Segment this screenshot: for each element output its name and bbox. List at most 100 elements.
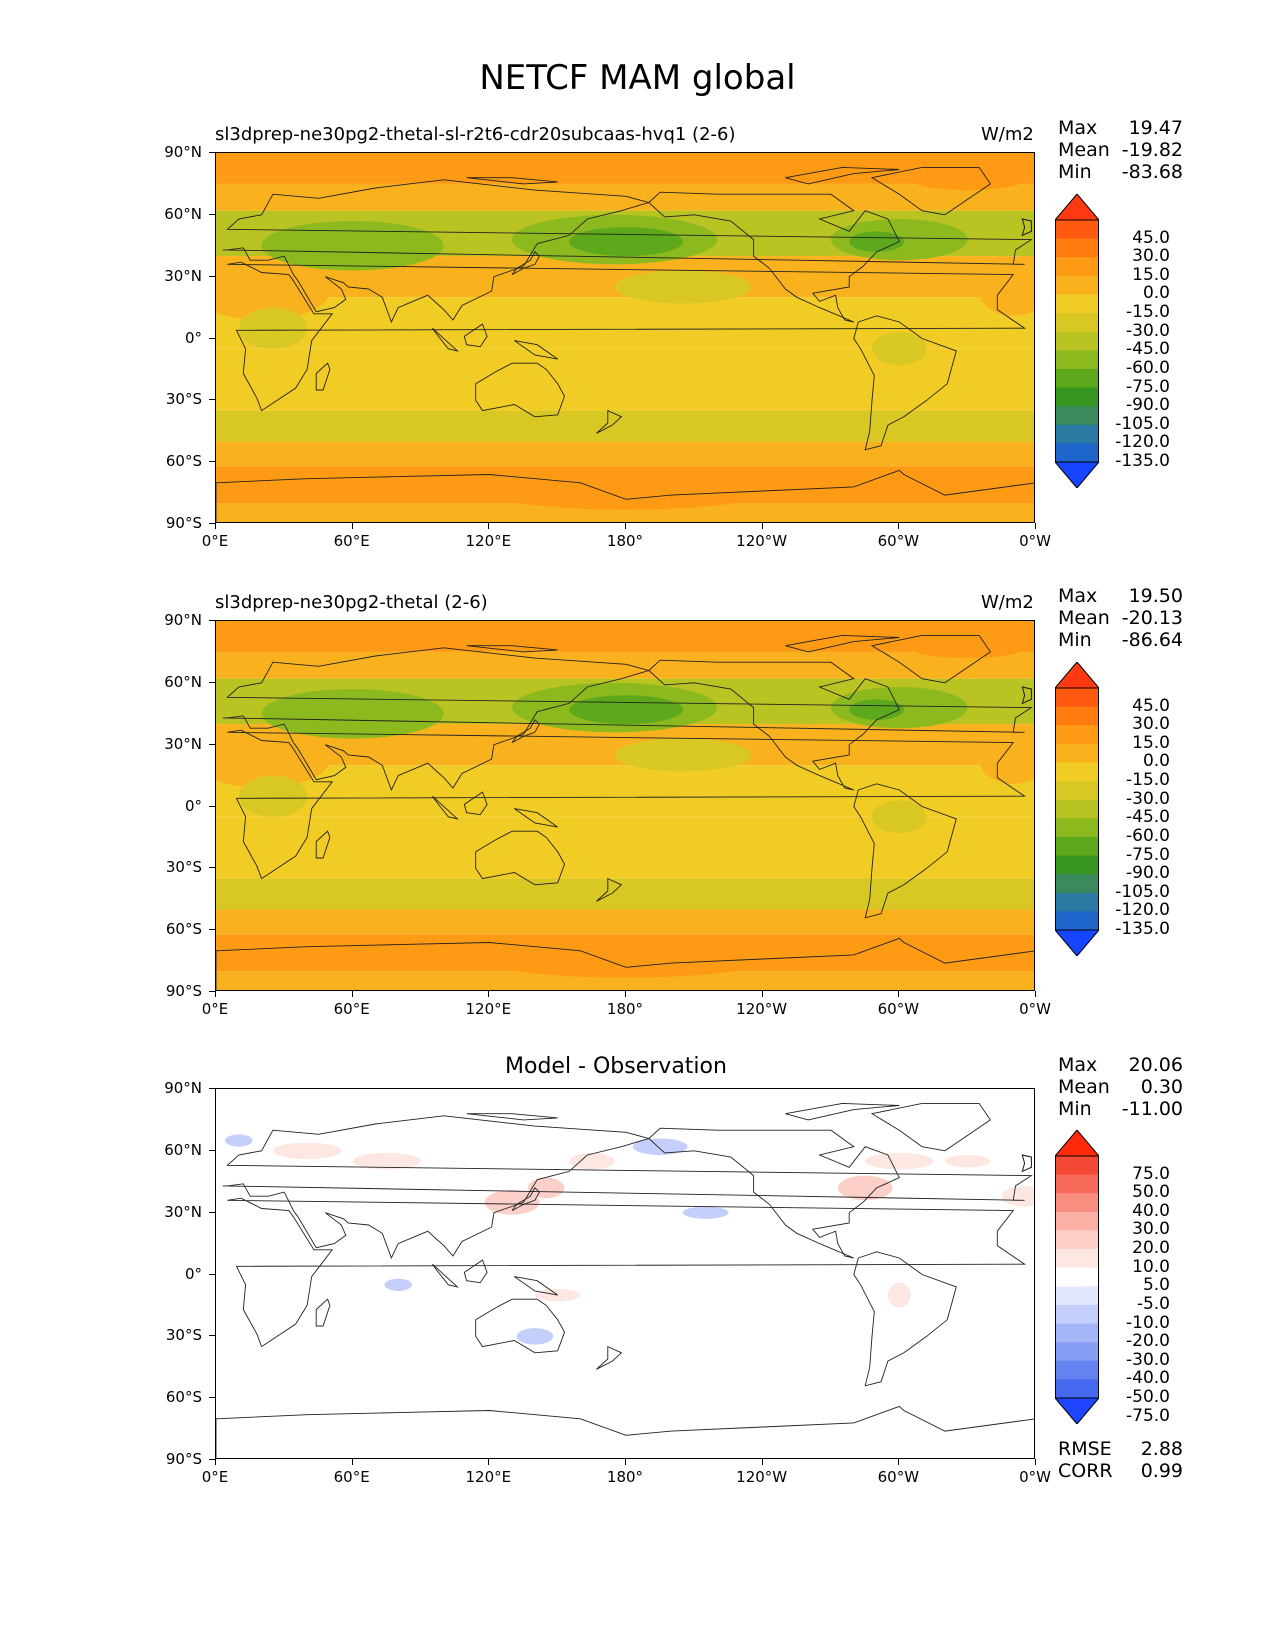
colorbar-label: 30.0 (1132, 246, 1170, 267)
coastline (463, 1259, 488, 1284)
colorbar-label: -50.0 (1126, 1387, 1170, 1407)
colorbar-swatch (1055, 443, 1099, 463)
colorbar-label: -105.0 (1115, 413, 1170, 434)
coastline (785, 166, 900, 185)
x-tick-label: 0°E (201, 532, 229, 550)
x-tick-mark (1035, 1459, 1036, 1465)
colorbar-label: -75.0 (1126, 376, 1170, 397)
colorbar-swatch (1055, 406, 1099, 426)
y-tick-mark (209, 1335, 215, 1337)
colorbar-extend-top (1053, 1129, 1101, 1157)
colorbar-label: -15.0 (1126, 302, 1170, 323)
x-tick-label: 120°E (465, 1000, 512, 1018)
y-tick-label: 30°S (165, 390, 202, 409)
coastline (511, 251, 540, 275)
y-tick-mark (209, 399, 215, 401)
stat-max: Max 19.47 (1058, 117, 1183, 139)
x-tick-label: 120°W (736, 1468, 788, 1486)
y-tick-label: 60°S (165, 452, 202, 471)
colorbar-label: -45.0 (1126, 339, 1170, 360)
panel-1-units: W/m2 (981, 124, 1034, 145)
anomaly-region (865, 1152, 934, 1170)
subtropical-pacific (614, 270, 752, 304)
arctic (899, 157, 1034, 191)
coastline (315, 362, 331, 391)
colorbar-extend-top (1053, 193, 1101, 221)
colorbar-swatch (1055, 294, 1099, 314)
y-tick-label: 60°S (165, 920, 202, 939)
coastline (475, 362, 565, 418)
stat-mean: Mean 0.30 (1058, 1076, 1183, 1098)
colorbar-swatch (1055, 313, 1099, 333)
southern-ocean (284, 420, 604, 442)
colorbar-label: 45.0 (1132, 227, 1170, 248)
coastline (222, 179, 1033, 324)
colorbar-frame (1055, 687, 1099, 931)
coastline (511, 1187, 540, 1211)
metric-rmse: RMSE 2.88 (1058, 1438, 1183, 1460)
y-tick-mark (209, 681, 215, 683)
colorbar-label: -90.0 (1126, 863, 1170, 884)
colorbar-swatch (1055, 238, 1099, 258)
southern-ocean (284, 888, 604, 910)
coastline (475, 830, 565, 886)
colorbar-label: -15.0 (1126, 770, 1170, 791)
coastline (463, 791, 488, 816)
colorbar-label: 15.0 (1132, 732, 1170, 753)
y-tick-mark (209, 867, 215, 869)
colorbar-swatch (1055, 818, 1099, 838)
y-tick-mark (209, 213, 215, 215)
colorbar-label: 30.0 (1132, 714, 1170, 735)
anomaly-region (944, 1154, 991, 1168)
subtropical-pacific (614, 738, 752, 772)
coastline (853, 315, 957, 451)
y-tick-mark (209, 1397, 215, 1399)
colorbar-label: 75.0 (1132, 1163, 1170, 1184)
colorbar-label: 0.0 (1142, 751, 1170, 772)
coastline (222, 1115, 1033, 1260)
colorbar-extend-bottom (1053, 1397, 1101, 1425)
colorbar-swatch (1055, 725, 1099, 745)
y-tick-mark (209, 620, 215, 621)
y-tick-mark (209, 929, 215, 931)
x-tick-mark (1035, 991, 1036, 997)
coastline (432, 1263, 459, 1288)
coastline (785, 634, 900, 653)
north-atlantic-core (849, 231, 904, 252)
y-tick-label: 30°N (164, 266, 202, 285)
sahara-region (979, 266, 1034, 316)
coastline (870, 634, 992, 684)
colorbar-swatch (1055, 911, 1099, 931)
coastline (870, 166, 992, 216)
anomaly-region (1001, 1185, 1034, 1207)
colorbar-swatch (1055, 275, 1099, 295)
y-tick-label: 30°N (164, 734, 202, 753)
coastline (853, 1251, 957, 1387)
x-tick-mark (761, 523, 763, 529)
colorbar-label: 50.0 (1132, 1182, 1170, 1203)
x-tick-mark (625, 991, 626, 997)
colorbar-swatch (1055, 892, 1099, 912)
y-tick-mark (209, 337, 215, 339)
colorbar-label: 30.0 (1132, 1219, 1170, 1240)
x-tick-mark (351, 1459, 353, 1465)
coastline (216, 469, 1034, 522)
field-band (216, 909, 1034, 935)
x-tick-label: 180° (606, 532, 644, 550)
anomaly-region (516, 1328, 554, 1345)
x-tick-label: 180° (606, 1000, 644, 1018)
amazon (872, 332, 927, 366)
y-tick-label: 90°S (165, 1450, 202, 1468)
stat-max: Max 19.50 (1058, 585, 1183, 607)
colorbar-swatch (1055, 1267, 1099, 1287)
stat-mean: Mean -19.82 (1058, 139, 1183, 161)
colorbar-swatch (1055, 781, 1099, 801)
anomaly-region (887, 1282, 911, 1308)
colorbar-label: 15.0 (1132, 264, 1170, 285)
y-tick-mark (209, 461, 215, 463)
anomaly-region (569, 1152, 615, 1170)
y-tick-label: 30°S (165, 1326, 202, 1345)
anomaly-region (384, 1278, 412, 1291)
colorbar-swatch (1055, 743, 1099, 763)
coastline (514, 340, 558, 360)
